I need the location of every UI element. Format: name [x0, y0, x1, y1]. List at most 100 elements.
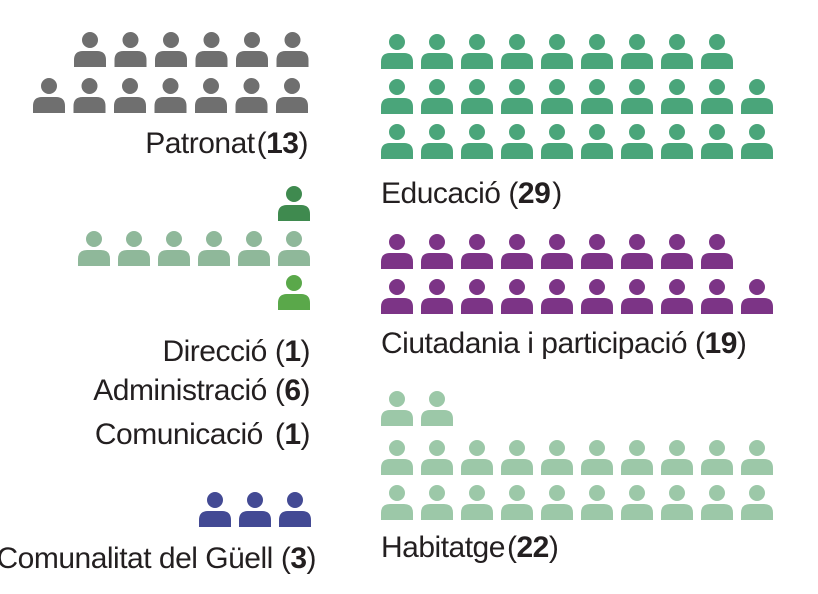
person-icon — [661, 79, 693, 114]
person-icon — [581, 234, 613, 269]
person-icon — [661, 440, 693, 475]
label-ciutadania-value: 19 — [705, 327, 737, 360]
label-patronat-name: Patronat — [145, 127, 256, 160]
person-icon — [541, 34, 573, 69]
person-icon — [661, 34, 693, 69]
person-icon — [541, 124, 573, 159]
person-icon — [701, 440, 733, 475]
person-icon — [701, 34, 733, 69]
person-icon — [114, 32, 147, 67]
label-educacio-value: 29 — [518, 177, 550, 210]
person-icon — [381, 34, 413, 69]
person-icon — [381, 124, 413, 159]
person-icon — [195, 78, 227, 113]
person-icon — [741, 124, 773, 159]
person-icon — [581, 34, 613, 69]
label-direccio-name: Direcció — [162, 335, 266, 368]
person-icon — [661, 124, 693, 159]
label-patronat-value: 13 — [266, 127, 298, 160]
person-icon — [155, 32, 187, 67]
person-icon — [78, 231, 110, 266]
person-icon — [621, 79, 653, 114]
person-icon — [501, 234, 533, 269]
group-habitatge — [381, 391, 773, 520]
person-icon — [421, 79, 453, 114]
person-icon — [276, 32, 309, 67]
person-icon — [581, 79, 613, 114]
label-administracio: Administració (6) — [93, 374, 310, 407]
label-ciutadania-name: Ciutadania i participació — [381, 327, 687, 360]
group-ciutadania — [381, 234, 773, 314]
person-icons — [33, 32, 773, 527]
label-habitatge-name: Habitatge — [381, 531, 505, 564]
label-comunalitat-name: Comunalitat del Güell — [0, 542, 273, 575]
label-patronat: Patronat(13) — [145, 127, 308, 160]
person-icon — [621, 485, 653, 520]
group-patronat — [33, 32, 309, 113]
label-educacio: Educació (29) — [381, 177, 562, 210]
person-icon — [461, 79, 493, 114]
group-comunalitat — [199, 492, 311, 527]
person-icon — [581, 279, 613, 314]
label-habitatge: Habitatge(22) — [381, 531, 558, 564]
person-icon — [239, 492, 271, 527]
person-icon — [661, 234, 693, 269]
person-icon — [661, 279, 693, 314]
person-icon — [278, 231, 310, 266]
person-icon — [741, 279, 773, 314]
person-icon — [199, 492, 231, 527]
person-icon — [541, 485, 573, 520]
group-comunicacio — [278, 275, 310, 310]
person-icon — [501, 79, 533, 114]
person-icon — [421, 391, 453, 426]
person-icon — [154, 78, 187, 113]
label-comunalitat-value: 3 — [290, 542, 306, 575]
label-comunicacio: Comunicació (1) — [95, 418, 310, 451]
person-icon — [114, 78, 146, 113]
person-icon — [236, 32, 268, 67]
person-icon — [741, 440, 773, 475]
person-icon — [381, 279, 413, 314]
person-icon — [421, 485, 453, 520]
person-icon — [661, 485, 693, 520]
label-comunicacio-name: Comunicació — [95, 418, 263, 451]
person-icon — [381, 485, 413, 520]
person-icon — [701, 234, 733, 269]
person-icon — [621, 34, 653, 69]
person-icon — [501, 279, 533, 314]
person-icon — [501, 124, 533, 159]
person-icon — [421, 234, 453, 269]
label-comunicacio-value: 1 — [284, 418, 300, 451]
person-icon — [621, 124, 653, 159]
person-icon — [701, 124, 733, 159]
person-icon — [741, 79, 773, 114]
person-icon — [621, 440, 653, 475]
person-icon — [581, 485, 613, 520]
person-icon — [381, 440, 413, 475]
person-icon — [461, 485, 493, 520]
person-icon — [381, 234, 413, 269]
person-icon — [581, 124, 613, 159]
person-icon — [278, 275, 310, 310]
person-icon — [741, 485, 773, 520]
person-icon — [501, 485, 533, 520]
person-icon — [541, 440, 573, 475]
label-educacio-name: Educació — [381, 177, 500, 210]
person-icon — [421, 124, 453, 159]
person-icon — [701, 485, 733, 520]
person-icon — [278, 186, 310, 221]
group-direccio — [278, 186, 310, 221]
group-administracio — [78, 231, 310, 266]
person-icon — [33, 78, 65, 113]
person-icon — [158, 231, 190, 266]
label-comunalitat: Comunalitat del Güell (3) — [0, 542, 316, 575]
label-ciutadania: Ciutadania i participació (19) — [381, 327, 746, 360]
person-icon — [421, 279, 453, 314]
person-icon — [195, 32, 228, 67]
person-icon — [621, 234, 653, 269]
person-icon — [235, 78, 268, 113]
person-icon — [461, 440, 493, 475]
person-icon — [198, 231, 230, 266]
person-icon — [238, 231, 270, 266]
